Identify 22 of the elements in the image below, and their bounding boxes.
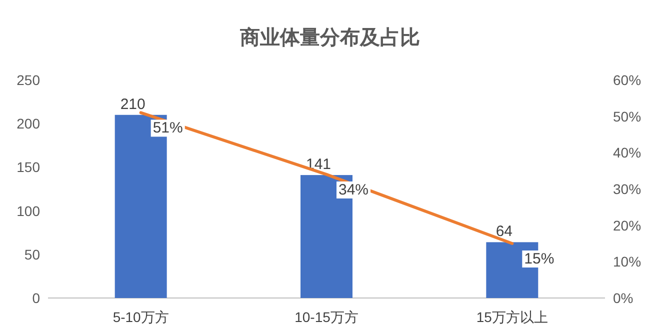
y-tick-label: 0 xyxy=(32,290,40,306)
y2-tick-label: 0% xyxy=(613,290,634,306)
y-tick-label: 200 xyxy=(16,116,40,132)
x-tick-label: 5-10万方 xyxy=(112,309,169,325)
y-tick-label: 250 xyxy=(16,72,40,88)
y-tick-label: 50 xyxy=(24,246,40,262)
y2-tick-label: 50% xyxy=(613,108,642,124)
y2-tick-label: 20% xyxy=(613,217,642,234)
y2-tick-label: 10% xyxy=(613,254,642,270)
data-label: 51% xyxy=(152,120,183,137)
data-label: 15% xyxy=(524,250,554,268)
data-label: 210 xyxy=(120,96,146,113)
x-tick-label: 10-15万方 xyxy=(294,309,358,325)
x-tick-label: 15万方以上 xyxy=(476,309,548,325)
data-label: 64 xyxy=(496,223,513,240)
y-tick-label: 150 xyxy=(16,159,40,176)
y2-tick-label: 60% xyxy=(613,72,642,88)
y2-tick-label: 40% xyxy=(613,144,642,161)
y2-tick-label: 30% xyxy=(613,181,642,197)
y-tick-label: 100 xyxy=(16,202,40,219)
data-label: 34% xyxy=(338,181,369,198)
chart-title: 商业体量分布及占比 xyxy=(239,26,420,49)
